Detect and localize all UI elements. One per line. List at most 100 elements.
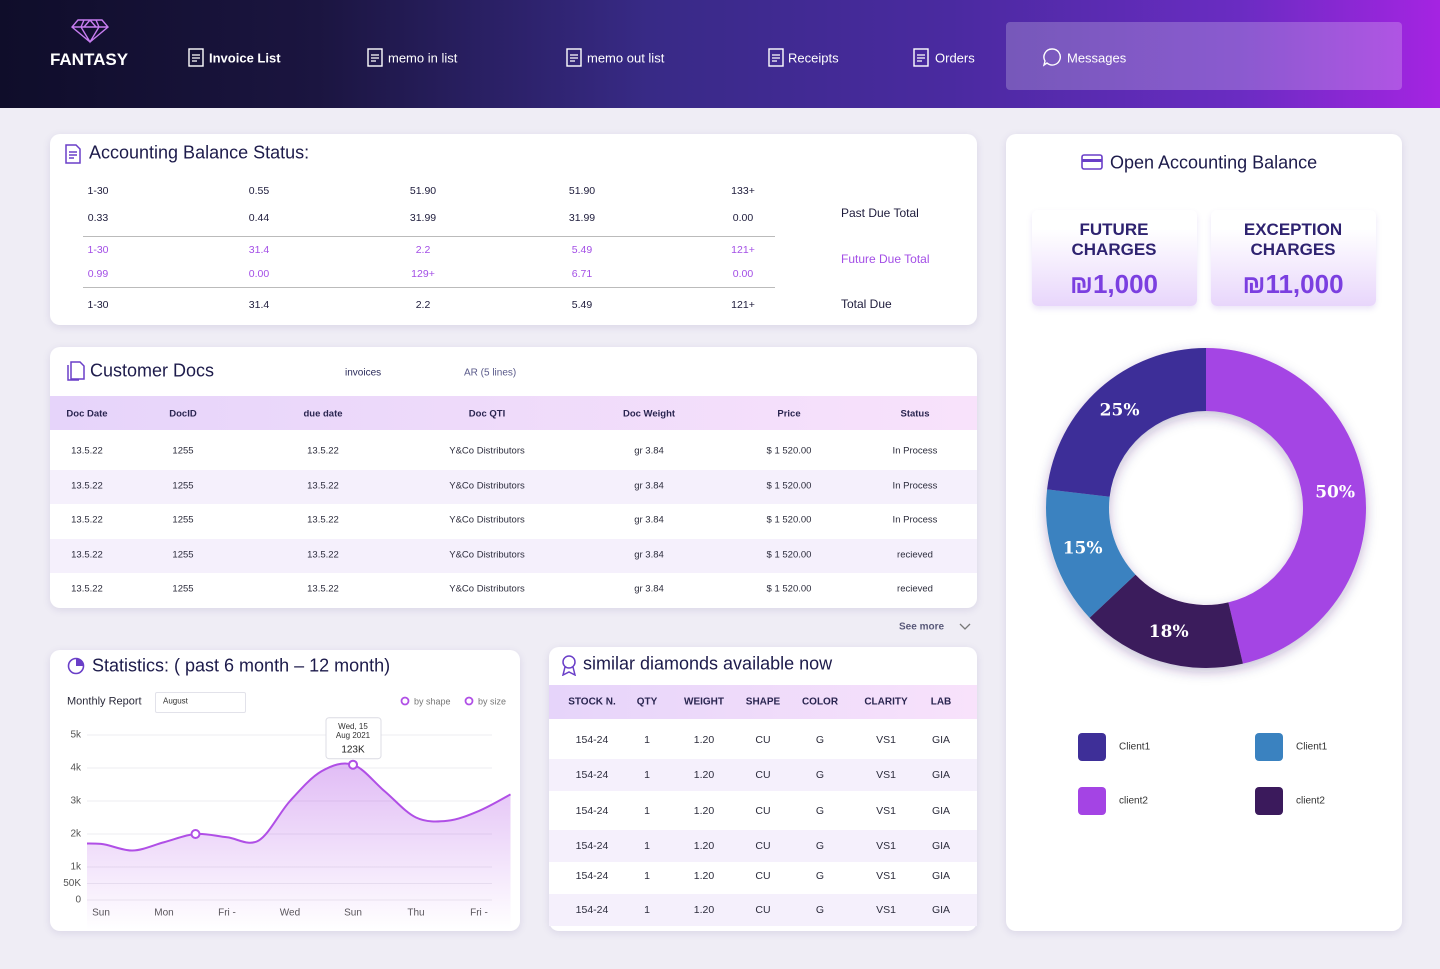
table-cell: 1 bbox=[644, 839, 650, 852]
nav-item[interactable]: Orders bbox=[935, 50, 975, 66]
balance-cell: 1-30 bbox=[87, 298, 109, 311]
nav-item[interactable]: Invoice List bbox=[209, 50, 281, 66]
report-label: Monthly Report bbox=[67, 695, 142, 708]
y-tick-label: 50K bbox=[63, 878, 81, 889]
table-cell: recieved bbox=[897, 549, 933, 561]
table-cell: 1.20 bbox=[693, 869, 715, 882]
table-cell: 1.20 bbox=[693, 804, 715, 817]
table-cell: 1255 bbox=[172, 549, 194, 561]
table-cell: G bbox=[815, 768, 825, 781]
slice-label: 18% bbox=[1149, 622, 1189, 642]
table-cell: $ 1 520.00 bbox=[766, 445, 812, 457]
table-cell: 1.20 bbox=[693, 903, 715, 916]
balance-cell: 6.71 bbox=[571, 267, 593, 280]
column-header: QTY bbox=[636, 696, 658, 708]
tab[interactable]: invoices bbox=[345, 367, 382, 379]
nav-item[interactable]: Messages bbox=[1067, 50, 1127, 66]
tooltip-text: Wed, 15 bbox=[338, 722, 368, 731]
diamond-icon bbox=[561, 655, 577, 676]
balance-cell: 0.33 bbox=[87, 211, 109, 224]
nav-item[interactable]: memo out list bbox=[587, 50, 665, 66]
slice-label: 25% bbox=[1100, 400, 1140, 420]
table-cell: GIA bbox=[931, 768, 951, 781]
table-cell: 154-24 bbox=[575, 869, 609, 882]
column-header: Doc QTI bbox=[468, 408, 506, 420]
table-cell: 13.5.22 bbox=[71, 514, 103, 526]
table-cell: GIA bbox=[931, 869, 951, 882]
table-cell: G bbox=[815, 839, 825, 852]
month-value[interactable]: August bbox=[163, 696, 188, 706]
table-cell: 1 bbox=[644, 804, 650, 817]
table-cell: CU bbox=[755, 768, 771, 781]
balance-cell: 51.90 bbox=[568, 184, 596, 197]
y-tick-label: 1k bbox=[70, 862, 82, 873]
table-cell: 1 bbox=[644, 768, 650, 781]
table-cell: GIA bbox=[931, 903, 951, 916]
table-cell: 1255 bbox=[172, 583, 194, 595]
balance-icon bbox=[65, 144, 81, 164]
table-cell: 154-24 bbox=[575, 768, 609, 781]
table-cell: GIA bbox=[931, 839, 951, 852]
balance-cell: 2.2 bbox=[415, 243, 431, 256]
balance-cell: 0.00 bbox=[732, 267, 754, 280]
table-cell: VS1 bbox=[876, 903, 896, 916]
balance-cell: 1-30 bbox=[87, 184, 109, 197]
charge-card bbox=[1211, 210, 1376, 306]
table-cell: G bbox=[815, 733, 825, 746]
column-header: STOCK N. bbox=[568, 696, 616, 708]
table-cell: 154-24 bbox=[575, 839, 609, 852]
legend-swatch bbox=[1255, 733, 1283, 761]
balance-cell: 121+ bbox=[731, 243, 755, 256]
balance-cell: 51.90 bbox=[409, 184, 437, 197]
y-tick-label: 2k bbox=[70, 829, 82, 840]
divider bbox=[83, 287, 775, 288]
slice-label: 50% bbox=[1315, 482, 1355, 502]
balance-cell: 0.55 bbox=[248, 184, 270, 197]
area bbox=[87, 763, 511, 930]
active-tab[interactable] bbox=[1006, 22, 1402, 90]
section-title: Customer Docs bbox=[90, 360, 215, 381]
nav-icon bbox=[913, 48, 929, 67]
balance-cell: 0.00 bbox=[732, 211, 754, 224]
column-header: Doc Weight bbox=[622, 408, 676, 420]
table-cell: $ 1 520.00 bbox=[766, 549, 812, 561]
legend-label: client2 bbox=[1119, 796, 1148, 807]
table-cell: 1255 bbox=[172, 445, 194, 457]
legend-label: Client1 bbox=[1296, 742, 1328, 753]
table-cell: CU bbox=[755, 903, 771, 916]
table-cell: 13.5.22 bbox=[307, 445, 339, 457]
nav-item[interactable]: memo in list bbox=[388, 50, 458, 66]
month-select[interactable] bbox=[155, 692, 246, 713]
legend-label: by size bbox=[478, 696, 506, 706]
donut-slice bbox=[1089, 574, 1243, 668]
donut-slice bbox=[1206, 348, 1367, 664]
point-marker bbox=[190, 829, 201, 839]
point-marker bbox=[348, 759, 358, 770]
donut-slice bbox=[1046, 489, 1136, 618]
y-tick-label: 3k bbox=[70, 796, 82, 807]
charge-card bbox=[1032, 210, 1197, 306]
tooltip bbox=[325, 717, 382, 760]
legend-label: client2 bbox=[1296, 796, 1325, 807]
nav-item[interactable]: Receipts bbox=[788, 50, 839, 66]
tab[interactable]: AR (5 lines) bbox=[464, 367, 517, 379]
table-cell: gr 3.84 bbox=[634, 549, 664, 561]
see-more[interactable]: See more bbox=[899, 621, 945, 633]
charge-label: FUTURE CHARGES bbox=[1071, 220, 1157, 259]
table-cell: recieved bbox=[897, 583, 933, 595]
table-cell: Y&Co Distributors bbox=[449, 445, 525, 457]
legend-swatch bbox=[1078, 733, 1106, 761]
row-band bbox=[549, 830, 977, 862]
chevron-down[interactable] bbox=[959, 622, 971, 632]
balance-label: Past Due Total bbox=[841, 206, 919, 221]
balance-cell: 31.99 bbox=[568, 211, 596, 224]
table-cell: gr 3.84 bbox=[634, 480, 664, 492]
column-header: Status bbox=[900, 408, 930, 420]
row-band bbox=[549, 759, 977, 791]
section-title: similar diamonds available now bbox=[583, 653, 833, 674]
table-cell: 13.5.22 bbox=[307, 480, 339, 492]
column-header: CLARITY bbox=[864, 696, 908, 708]
y-tick-label: 4k bbox=[70, 763, 82, 774]
table-cell: 13.5.22 bbox=[307, 549, 339, 561]
